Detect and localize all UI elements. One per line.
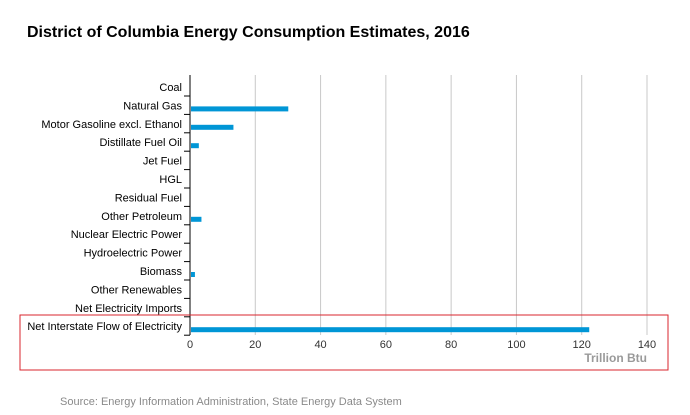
x-tick-label: 40 — [314, 339, 326, 351]
bar — [191, 124, 234, 130]
category-label: Other Renewables — [91, 284, 183, 296]
bar — [191, 106, 289, 112]
category-label: Residual Fuel — [115, 192, 182, 204]
x-tick-label: 20 — [249, 339, 261, 351]
bar — [191, 216, 202, 222]
category-label: Nuclear Electric Power — [71, 229, 183, 241]
highlight-box — [19, 314, 669, 371]
category-label: Motor Gasoline excl. Ethanol — [41, 119, 182, 131]
x-tick-label: 0 — [187, 339, 193, 351]
gridlines — [254, 75, 648, 335]
category-label: Natural Gas — [123, 100, 182, 112]
category-label: Net Electricity Imports — [75, 303, 182, 315]
x-axis-label: Trillion Btu — [584, 351, 647, 365]
x-tick-label: 60 — [380, 339, 392, 351]
category-label: Coal — [159, 82, 182, 94]
category-labels: Coal Natural Gas Motor Gasoline excl. Etha… — [27, 82, 182, 333]
x-tick-label: 120 — [573, 339, 591, 351]
category-label: HGL — [159, 174, 182, 186]
chart-title: District of Columbia Energy Consumption … — [27, 24, 470, 41]
category-label: Biomass — [140, 266, 183, 278]
category-label: Net Interstate Flow of Electricity — [27, 321, 182, 333]
bar — [191, 327, 590, 333]
category-label: Other Petroleum — [101, 211, 182, 223]
category-label: Jet Fuel — [143, 156, 182, 168]
x-tick-label: 140 — [638, 339, 656, 351]
bar — [191, 272, 195, 277]
category-label: Hydroelectric Power — [84, 248, 183, 260]
bars — [191, 106, 590, 333]
bar — [191, 143, 199, 149]
x-tick-labels: 0 20 40 60 80 100 120 140 — [187, 339, 656, 351]
x-tick-label: 100 — [507, 339, 525, 351]
axes — [184, 75, 191, 336]
source-note: Source: Energy Information Administratio… — [60, 396, 402, 408]
x-tick-label: 80 — [445, 339, 457, 351]
category-label: Distillate Fuel Oil — [99, 137, 182, 149]
